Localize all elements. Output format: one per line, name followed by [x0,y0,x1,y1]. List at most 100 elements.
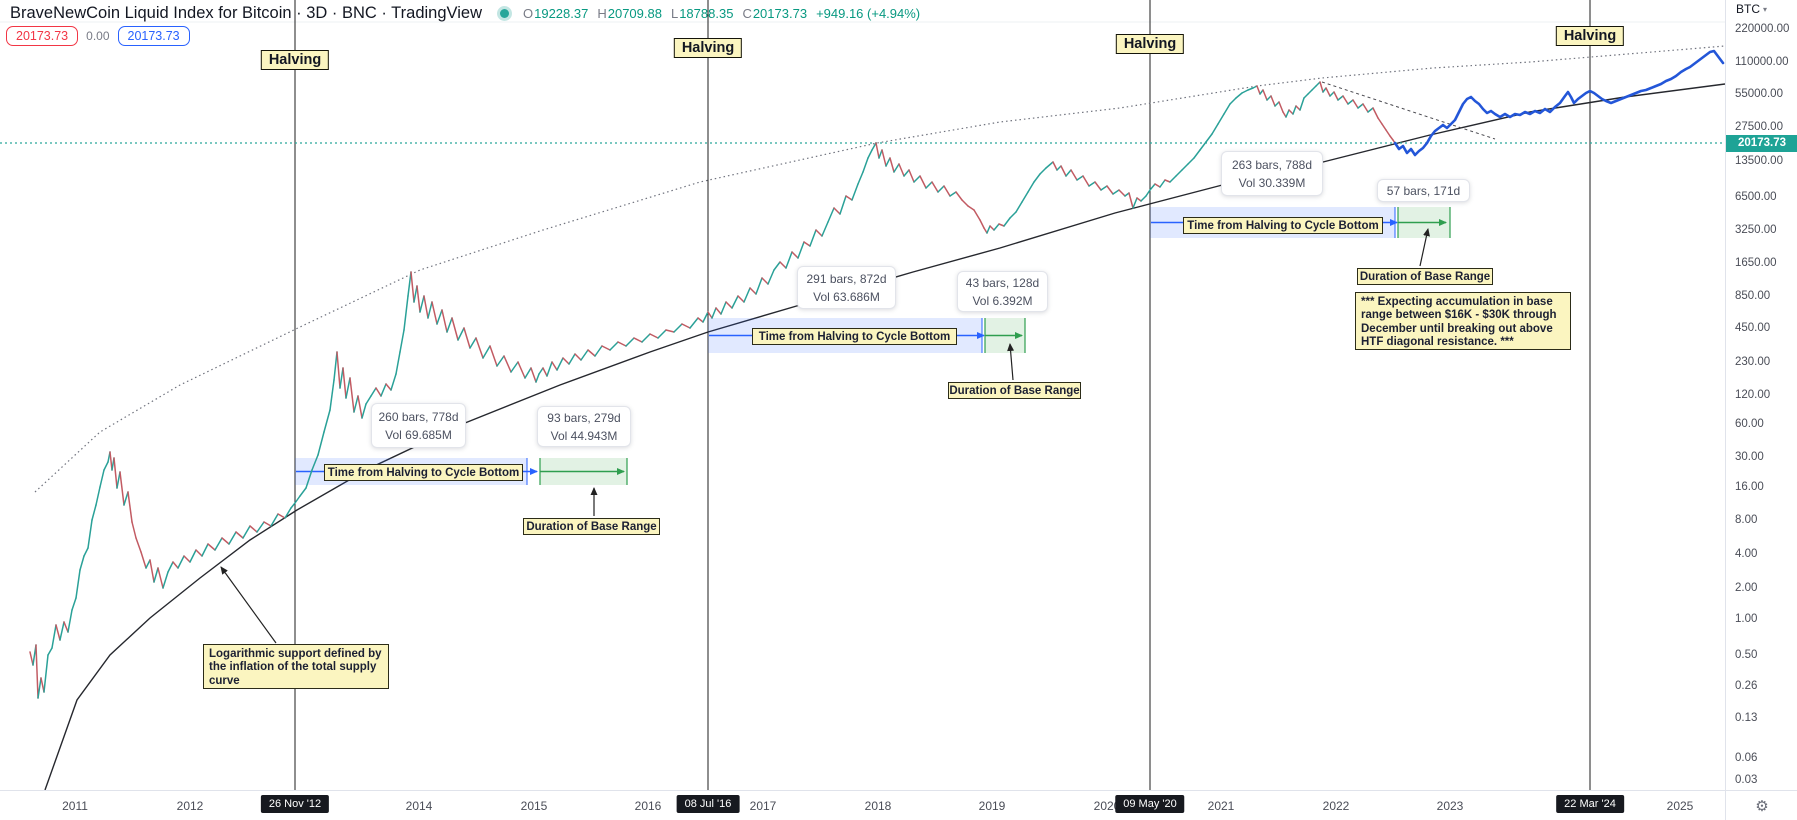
price-series-main-segment [99,469,105,488]
price-series-main-segment [83,547,89,557]
price-series-main-segment [649,333,659,339]
price-series-main-segment [562,357,570,365]
price-axis-currency-label: BTC [1736,2,1760,16]
price-series-main-segment [1292,105,1297,115]
price-series-main-segment [625,337,635,347]
price-series-main-segment [149,559,155,583]
price-series-main-segment [1052,161,1058,171]
price-series-main-segment [357,395,363,419]
ohlc-pair: L18788.35 [670,5,734,21]
price-axis[interactable]: BTC ▾ 20173.73 220000.00 110000.00 55000.0… [1725,0,1797,790]
price-series-main-segment [1056,165,1062,171]
price-series-main-segment [242,525,251,539]
price-series-main-segment [1342,95,1349,105]
price-series-main-segment [875,142,880,159]
price-series-main-segment [475,337,484,359]
price-series-main-segment [256,521,265,533]
price-series-main-segment [413,285,418,303]
price-series-main-segment [323,409,331,433]
price-series-main-segment [641,333,651,343]
price-series-main-segment [463,327,471,349]
price-series-main-segment [1065,169,1072,177]
x-axis-year: 2022 [1322,799,1350,813]
local-downtrend-dotted[interactable] [1321,81,1496,140]
price-series-main-segment [1088,181,1096,187]
axis-settings-corner[interactable]: ⚙ [1725,790,1797,820]
log-resistance-curve[interactable] [34,45,1725,493]
price-series-main-segment [71,597,77,611]
price-axis-currency-menu[interactable]: BTC ▾ [1736,2,1767,16]
price-series-main-segment [697,317,704,323]
price-series-main-segment [903,169,910,177]
price-series-main-segment [1278,101,1284,113]
gear-icon[interactable]: ⚙ [1755,797,1769,815]
price-series-main-segment [773,261,781,271]
price-series-main-segment [75,569,81,599]
price-series-main-segment [436,309,443,325]
buy-price-button[interactable]: 20173.73 [117,26,190,46]
price-series-main-segment [961,199,969,207]
sell-price-button[interactable]: 20173.73 [6,26,79,46]
price-series-main-segment [594,345,603,357]
price-series-main-segment [370,387,377,397]
annotation-arrow [1007,343,1015,381]
price-series-main-segment [711,307,717,319]
price-series-main-segment [1288,109,1294,115]
price-series-main-segment [1033,173,1041,183]
price-series-main-segment [1132,197,1138,209]
y-axis-tick: 0.26 [1735,680,1758,692]
halving-date-tag: 09 May '20 [1115,795,1185,813]
price-series-main-segment [1377,117,1383,125]
log-support-curve[interactable] [44,83,1725,790]
price-series-main-segment [1015,201,1023,213]
price-series-main-segment [290,502,296,509]
price-series-main-segment [162,571,169,589]
price-series-main-segment [702,311,709,323]
price-series-main-segment [172,561,179,569]
last-price-tag: 20173.73 [1726,134,1797,152]
price-series-main-segment [617,341,627,347]
price-series-main-segment [1193,149,1201,159]
chart-title[interactable]: BraveNewCoin Liquid Index for Bitcoin · … [10,3,482,22]
price-series-main-segment [955,191,963,201]
price-series-main-segment [123,491,129,506]
bid-ask-row: 20173.73 0.00 20173.73 [6,26,190,46]
price-series-main-segment [131,521,137,539]
price-series-main-segment [416,285,421,313]
y-axis-tick: 110000.00 [1735,56,1789,68]
y-axis-tick: 6500.00 [1735,191,1777,203]
price-series-main-segment [998,223,1005,227]
y-axis-tick: 27500.00 [1735,121,1783,133]
price-series-main-segment [1319,81,1324,93]
price-series-main-segment [221,537,230,545]
price-series-main-segment [568,353,576,365]
price-series-main-segment [893,163,900,173]
price-series-main-segment [385,383,392,391]
price-series-main-segment [1100,185,1108,191]
price-series-main-segment [1285,109,1290,118]
price-series-main-segment [538,367,544,375]
price-series-main-segment [657,329,667,339]
price-series-main-segment [725,301,733,309]
price-series-main-segment [1329,91,1335,97]
price-series-main-segment [1389,135,1394,141]
price-series-main-segment [116,471,121,489]
time-axis[interactable]: 2011 2012 2014 2015 2016 2017 2018 2019 2020 2021… [0,790,1725,820]
price-chart[interactable] [0,0,1725,790]
price-series-main-segment [410,271,415,303]
price-series-main-segment [1266,95,1272,101]
price-series-main-segment [375,387,382,397]
price-series-main-segment [1241,89,1249,94]
price-series-main-segment [1381,123,1387,131]
x-axis-year: 2012 [176,799,204,813]
price-series-main-segment [37,677,42,699]
price-series-main-segment [263,521,272,527]
price-series-main-segment [317,431,325,456]
price-series-main-segment [689,317,699,329]
price-series-main-segment [767,269,775,285]
price-series-main-segment [949,191,957,197]
x-axis-year: 2016 [634,799,662,813]
price-series-main-segment [95,486,101,506]
price-series-main-segment [1128,192,1134,209]
price-series-main-segment [1154,183,1161,188]
